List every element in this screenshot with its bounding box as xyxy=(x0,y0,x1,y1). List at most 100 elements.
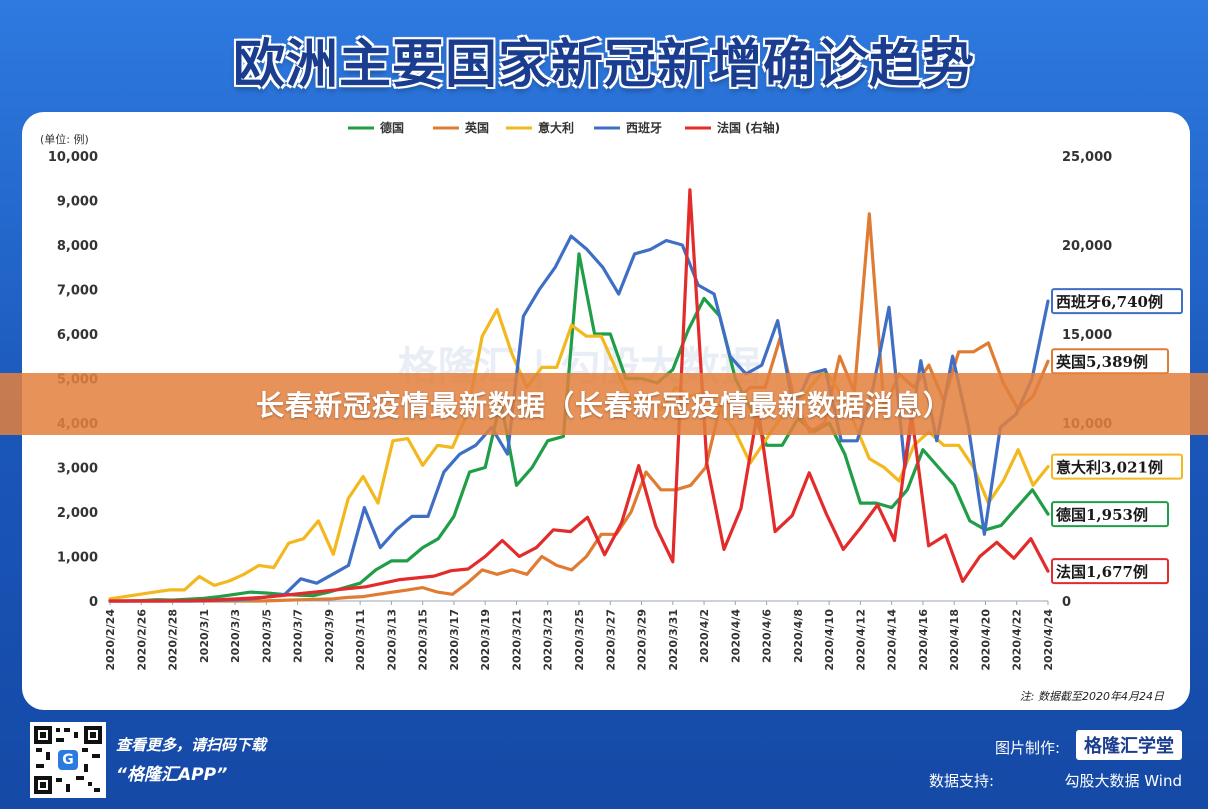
page-title: 欧洲主要国家新冠新增确诊趋势 xyxy=(232,35,975,95)
x-tick-label: 2020/2/26 xyxy=(135,609,148,671)
x-tick-label: 2020/4/24 xyxy=(1042,609,1055,671)
x-tick-group: 2020/3/23 xyxy=(542,609,555,671)
series-end-label-box xyxy=(1051,288,1183,315)
x-tick-group: 2020/3/17 xyxy=(448,609,461,671)
x-tick-group: 2020/3/31 xyxy=(667,609,680,671)
series-end-label-group: 英国5,389例 xyxy=(1051,348,1169,375)
y-left-tick-label: 7,000 xyxy=(57,284,98,299)
x-tick-label: 2020/2/28 xyxy=(167,609,180,671)
x-tick-label: 2020/4/2 xyxy=(698,609,711,663)
x-tick-label: 2020/3/11 xyxy=(354,609,367,671)
legend-label: 法国 (右轴) xyxy=(717,120,780,135)
x-tick-group: 2020/4/22 xyxy=(1011,609,1024,671)
app-name: “格隆汇APP” xyxy=(116,765,228,785)
x-tick-group: 2020/3/11 xyxy=(354,609,367,671)
headline-text: 长春新冠疫情最新数据（长春新冠疫情最新数据消息） xyxy=(255,389,952,422)
x-tick-label: 2020/3/1 xyxy=(198,609,211,663)
line-chart: 格隆汇 | 勾股大数据(单位: 例)01,0002,0003,0004,0005… xyxy=(40,120,1183,703)
x-tick-label: 2020/4/6 xyxy=(761,609,774,663)
headline-banner: 长春新冠疫情最新数据（长春新冠疫情最新数据消息） xyxy=(0,373,1208,435)
made-by-brand: 格隆汇学堂 xyxy=(1076,730,1182,760)
left-axis-unit: (单位: 例) xyxy=(40,132,89,146)
x-tick-label: 2020/3/21 xyxy=(510,609,523,671)
x-tick-group: 2020/3/19 xyxy=(479,609,492,671)
y-right-tick-label: 15,000 xyxy=(1062,328,1112,343)
y-left-tick-label: 6,000 xyxy=(57,328,98,343)
x-tick-label: 2020/4/8 xyxy=(792,609,805,663)
x-tick-label: 2020/3/17 xyxy=(448,609,461,671)
qr-badge: G xyxy=(58,750,78,770)
series-end-label-group: 德国1,953例 xyxy=(1051,501,1169,528)
x-tick-group: 2020/3/9 xyxy=(323,609,336,663)
series-end-label-box xyxy=(1051,453,1183,480)
footer: G 查看更多，请扫码下载 “格隆汇APP” 图片制作: 格隆汇学堂 数据支持: … xyxy=(0,712,1208,809)
x-tick-group: 2020/3/29 xyxy=(636,609,649,671)
series-end-label: 西班牙6,740例 xyxy=(1056,293,1163,311)
x-tick-label: 2020/4/4 xyxy=(729,609,742,663)
data-support-label: 数据支持: xyxy=(928,772,994,790)
x-tick-group: 2020/4/8 xyxy=(792,609,805,663)
x-tick-label: 2020/3/27 xyxy=(604,609,617,671)
scan-hint: 查看更多，请扫码下载 xyxy=(116,736,267,754)
x-tick-label: 2020/3/31 xyxy=(667,609,680,671)
y-right-tick-label: 20,000 xyxy=(1062,239,1112,254)
y-left-tick-label: 2,000 xyxy=(57,506,98,521)
x-tick-label: 2020/3/13 xyxy=(385,609,398,671)
x-tick-label: 2020/2/24 xyxy=(104,609,117,671)
x-tick-group: 2020/2/28 xyxy=(167,609,180,671)
x-tick-label: 2020/4/12 xyxy=(854,609,867,671)
x-tick-group: 2020/2/26 xyxy=(135,609,148,671)
x-tick-label: 2020/3/7 xyxy=(292,609,305,663)
y-left-tick-label: 1,000 xyxy=(57,551,98,566)
x-tick-group: 2020/3/15 xyxy=(417,609,430,671)
x-tick-label: 2020/4/16 xyxy=(917,609,930,671)
y-left-tick-label: 0 xyxy=(89,595,98,610)
x-tick-group: 2020/3/7 xyxy=(292,609,305,663)
y-right-tick-label: 0 xyxy=(1062,595,1071,610)
series-end-label-group: 西班牙6,740例 xyxy=(1051,288,1183,315)
legend-label: 西班牙 xyxy=(626,120,662,135)
x-tick-group: 2020/3/13 xyxy=(385,609,398,671)
x-tick-group: 2020/4/10 xyxy=(823,609,836,671)
series-end-label: 英国5,389例 xyxy=(1056,353,1148,371)
y-left-tick-label: 9,000 xyxy=(57,195,98,210)
legend-label: 意大利 xyxy=(538,120,574,135)
series-end-label-box xyxy=(1051,501,1169,528)
qr-code[interactable]: G xyxy=(30,722,106,798)
x-tick-label: 2020/4/14 xyxy=(886,609,899,671)
x-tick-group: 2020/4/14 xyxy=(886,609,899,671)
x-tick-label: 2020/3/19 xyxy=(479,609,492,671)
y-left-tick-label: 3,000 xyxy=(57,462,98,477)
x-tick-label: 2020/3/29 xyxy=(636,609,649,671)
series-end-label-group: 意大利3,021例 xyxy=(1051,453,1183,480)
qr-pattern-icon xyxy=(34,726,102,794)
x-tick-group: 2020/4/18 xyxy=(948,609,961,671)
x-tick-group: 2020/2/24 xyxy=(104,609,117,671)
x-tick-label: 2020/3/25 xyxy=(573,609,586,671)
x-tick-label: 2020/4/22 xyxy=(1011,609,1024,671)
x-tick-label: 2020/4/18 xyxy=(948,609,961,671)
x-tick-label: 2020/4/10 xyxy=(823,609,836,671)
series-line xyxy=(108,252,1050,603)
legend-label: 英国 xyxy=(465,120,489,135)
x-tick-group: 2020/3/3 xyxy=(229,609,242,663)
x-tick-group: 2020/4/2 xyxy=(698,609,711,663)
x-tick-group: 2020/4/4 xyxy=(729,609,742,663)
y-right-tick-label: 25,000 xyxy=(1062,150,1112,165)
legend-label: 德国 xyxy=(380,120,404,135)
x-tick-label: 2020/3/9 xyxy=(323,609,336,663)
series-line xyxy=(108,188,1050,603)
series-end-label-group: 法国1,677例 xyxy=(1051,558,1169,585)
x-tick-group: 2020/3/25 xyxy=(573,609,586,671)
series-end-label: 意大利3,021例 xyxy=(1056,459,1163,477)
y-left-tick-label: 10,000 xyxy=(48,150,98,165)
x-tick-group: 2020/3/1 xyxy=(198,609,211,663)
x-tick-group: 2020/3/27 xyxy=(604,609,617,671)
x-tick-group: 2020/4/12 xyxy=(854,609,867,671)
x-tick-label: 2020/4/20 xyxy=(979,609,992,671)
x-tick-group: 2020/3/5 xyxy=(260,609,273,663)
x-tick-label: 2020/3/3 xyxy=(229,609,242,663)
x-tick-label: 2020/3/5 xyxy=(260,609,273,663)
series-end-label: 德国1,953例 xyxy=(1056,506,1148,524)
chart-note: 注: 数据截至2020年4月24日 xyxy=(1020,690,1165,703)
